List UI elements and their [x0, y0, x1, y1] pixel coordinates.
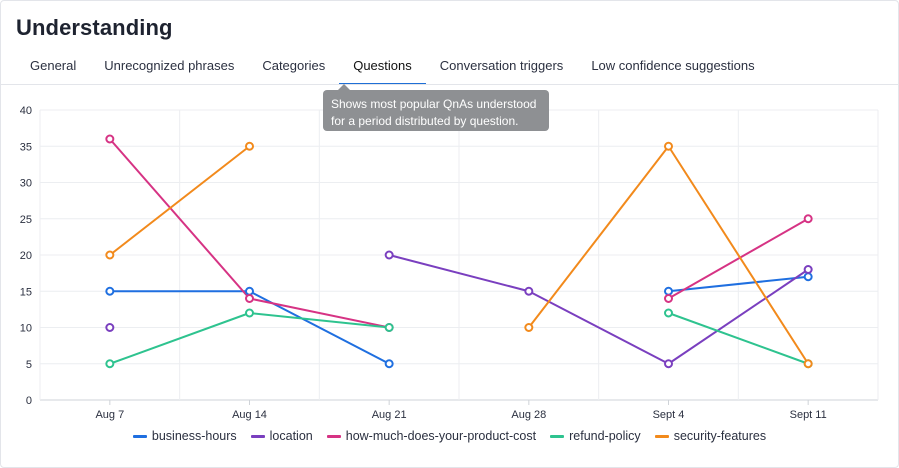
x-tick-label: Aug 14	[232, 409, 267, 421]
y-tick-label: 40	[20, 105, 32, 117]
legend-swatch	[326, 434, 341, 438]
data-point-security-features	[664, 141, 673, 151]
series-line-refund-policy	[108, 312, 391, 365]
x-tick-label: Aug 21	[372, 409, 407, 421]
tab-general[interactable]: General	[30, 58, 77, 73]
series-line-security-features	[108, 145, 251, 256]
data-point-how-much-does-your-product-cost	[664, 294, 673, 303]
legend-item-location[interactable]: location	[250, 429, 313, 443]
y-tick-label: 5	[26, 359, 32, 371]
y-tick-label: 35	[20, 141, 32, 153]
legend-label: refund-policy	[569, 429, 641, 443]
data-point-how-much-does-your-product-cost	[245, 294, 254, 303]
legend-swatch	[654, 434, 669, 438]
data-point-location	[803, 265, 813, 274]
legend-label: business-hours	[151, 429, 237, 443]
legend-item-refund-policy[interactable]: refund-policy	[550, 429, 641, 443]
data-point-business-hours	[245, 286, 254, 296]
legend-swatch	[132, 434, 147, 438]
legend-swatch	[550, 434, 565, 438]
data-point-location	[384, 250, 394, 260]
series-line-refund-policy	[667, 312, 810, 365]
data-point-location	[664, 359, 673, 369]
legend-label: location	[269, 429, 313, 443]
series-line-business-hours	[667, 275, 810, 293]
y-tick-label: 25	[20, 214, 32, 226]
series-line-how-much-does-your-product-cost	[667, 217, 810, 300]
data-point-security-features	[524, 323, 534, 332]
y-tick-label: 10	[20, 323, 32, 335]
data-point-business-hours	[664, 286, 673, 296]
y-tick-label: 30	[20, 178, 32, 190]
legend-item-security-features[interactable]: security-features	[654, 429, 767, 443]
legend-item-how-much-does-your-product-cost[interactable]: how-much-does-your-product-cost	[326, 429, 537, 443]
y-tick-label: 0	[26, 395, 32, 407]
tab-conversation-triggers[interactable]: Conversation triggers	[439, 58, 564, 73]
legend-label: security-features	[673, 429, 767, 443]
data-point-business-hours	[384, 359, 394, 369]
series-line-location	[388, 254, 810, 365]
data-point-security-features	[245, 141, 254, 151]
tooltip-line-2: for a period distributed by question.	[331, 114, 519, 128]
tooltip-line-1: Shows most popular QnAs understood	[331, 97, 537, 111]
data-point-how-much-does-your-product-cost	[803, 214, 813, 224]
data-point-business-hours	[105, 286, 115, 296]
tab-categories[interactable]: Categories	[262, 58, 326, 73]
x-tick-label: Sept 11	[790, 409, 827, 421]
data-point-security-features	[105, 250, 115, 260]
questions-tab-tooltip: Shows most popular QnAs understood for a…	[323, 90, 549, 131]
data-point-how-much-does-your-product-cost	[105, 134, 115, 144]
page-title: Understanding	[16, 15, 173, 40]
tab-divider	[1, 84, 898, 85]
x-tick-label: Aug 7	[95, 409, 124, 421]
data-point-security-features	[803, 359, 813, 369]
data-point-location	[524, 286, 534, 296]
chart-legend: business-hours location how-much-does-your…	[0, 429, 899, 443]
x-tick-label: Aug 28	[511, 409, 546, 421]
tab-unrecognized-phrases[interactable]: Unrecognized phrases	[104, 58, 235, 73]
y-tick-label: 15	[20, 286, 32, 298]
data-point-business-hours	[803, 272, 813, 282]
tooltip-arrow	[338, 84, 350, 90]
legend-item-business-hours[interactable]: business-hours	[132, 429, 237, 443]
x-tick-label: Sept 4	[653, 409, 685, 421]
data-point-refund-policy	[105, 359, 115, 369]
tab-low-confidence-suggestions[interactable]: Low confidence suggestions	[591, 58, 755, 73]
legend-label: how-much-does-your-product-cost	[345, 429, 537, 443]
data-point-refund-policy	[384, 323, 394, 332]
legend-swatch	[250, 434, 265, 438]
data-point-refund-policy	[245, 308, 254, 318]
data-point-refund-policy	[664, 308, 673, 318]
data-point-location	[105, 323, 115, 332]
y-tick-label: 20	[20, 250, 32, 262]
